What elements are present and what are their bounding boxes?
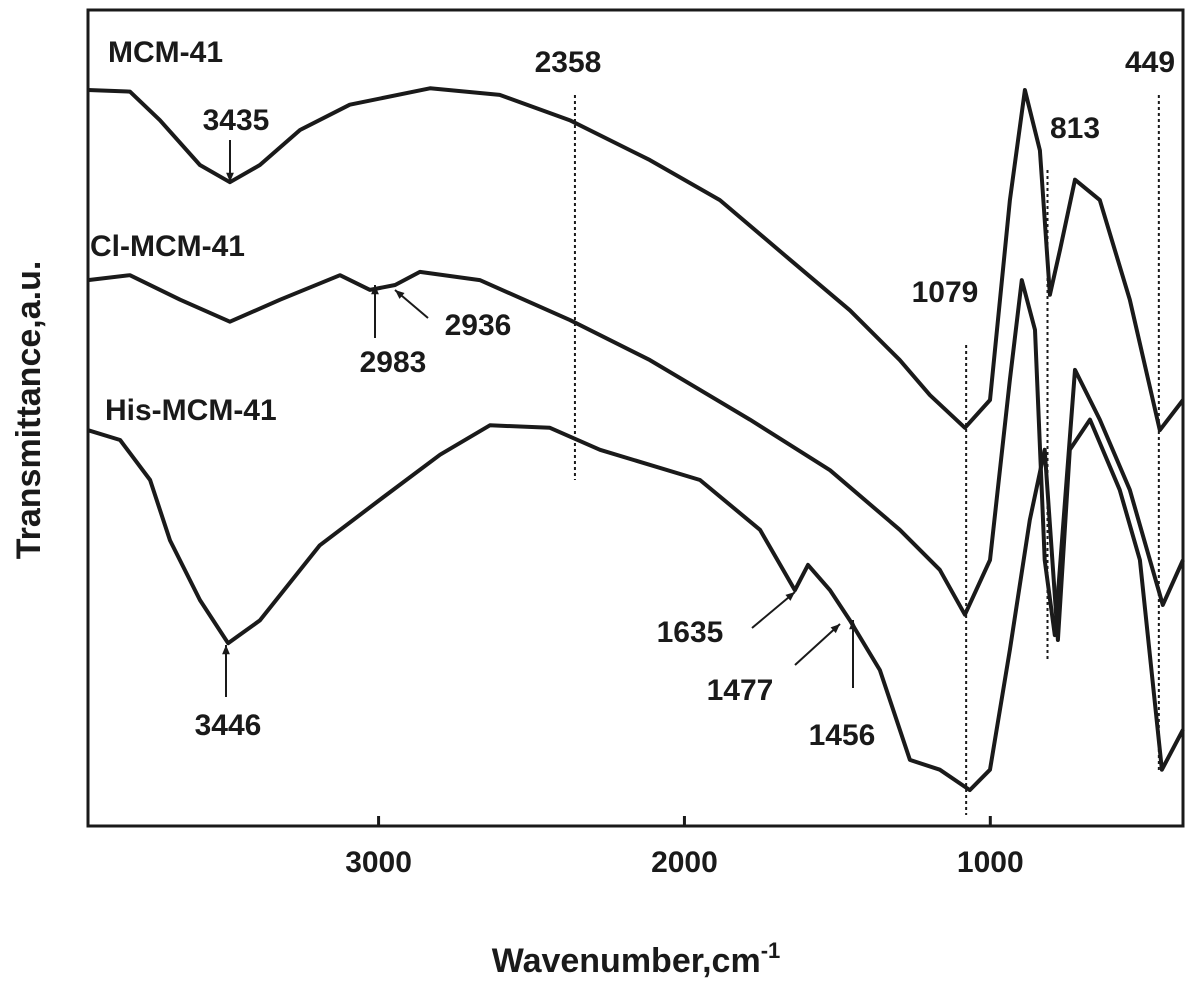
arrow-head [371,285,379,295]
arrow-head [222,645,230,655]
peak-label: 2936 [445,309,512,342]
series-label: MCM-41 [108,36,223,69]
peak-label: 2983 [360,346,427,379]
peak-arrow [794,623,841,666]
series-line [87,417,1185,793]
arrow-head [226,172,234,182]
reference-label: 2358 [535,46,602,79]
x-tick-label: 1000 [957,846,1024,879]
plot-frame [86,8,1185,828]
peak-label: 3446 [195,709,262,742]
arrow-head [830,624,840,634]
x-axis-label-main: Wavenumber,cm [492,942,761,980]
arrow-head [785,592,795,601]
x-axis-label-sup: -1 [761,938,781,963]
x-tick-label: 2000 [651,846,718,879]
peak-label: 1456 [809,719,876,752]
series-line [87,86,1185,433]
arrow-head [849,620,857,630]
peak-label: 1477 [707,674,774,707]
reference-label: 813 [1050,112,1100,145]
reference-label: 1079 [912,276,979,309]
reference-label: 449 [1125,46,1175,79]
peak-label: 3435 [203,104,270,137]
peak-label: 1635 [657,616,724,649]
y-axis-label: Transmittance,a.u. [10,261,48,560]
peak-arrow [751,591,796,629]
series-label: His-MCM-41 [105,394,277,427]
x-tick-label: 3000 [345,846,412,879]
x-axis-label: Wavenumber,cm-1 [492,938,781,980]
series-label: Cl-MCM-41 [90,230,245,263]
arrow-head [395,290,405,299]
